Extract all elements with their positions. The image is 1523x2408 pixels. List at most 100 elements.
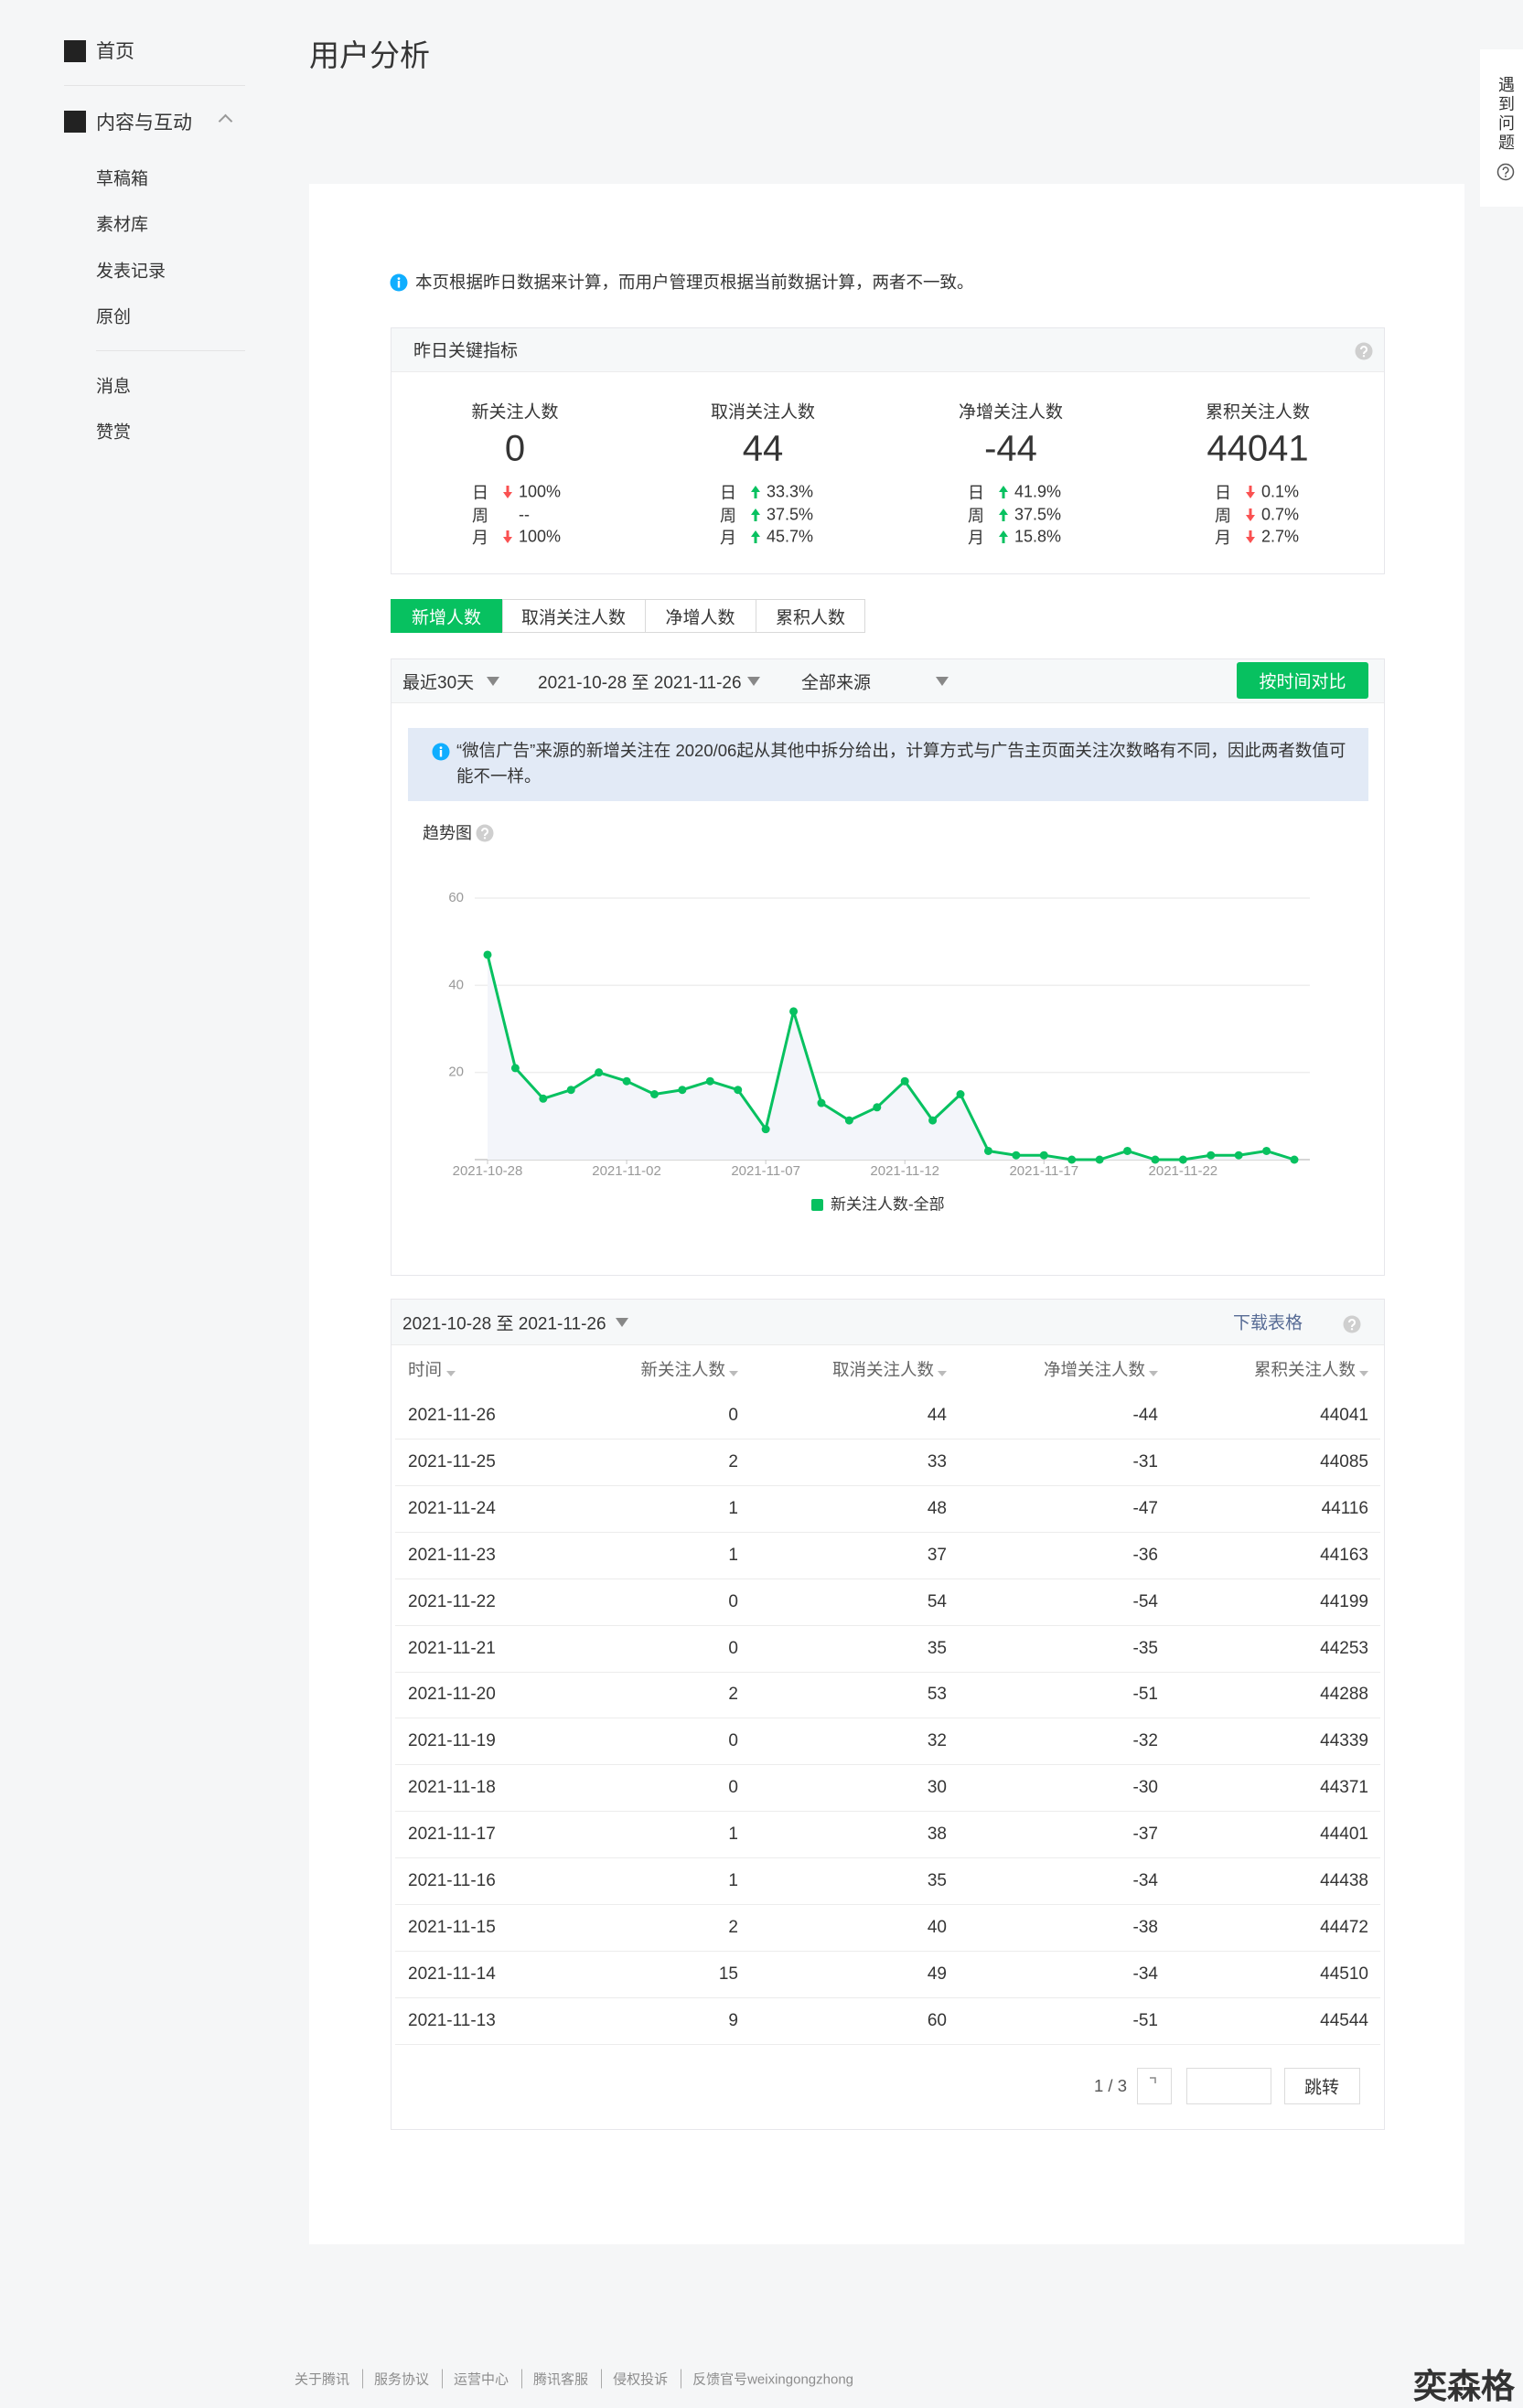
chart-box: [391, 658, 1385, 1276]
metric-label: 累积关注人数: [1205, 402, 1311, 423]
table-cell: 2021-11-17: [408, 1825, 496, 1845]
chart: 20 40 60 2021-10-28 2021-11-02 2021-11-07 2021…: [448, 890, 1310, 1213]
nav-item[interactable]: 消息: [96, 377, 132, 397]
nav-item[interactable]: 发表记录: [96, 262, 166, 282]
dropdown-arrow: [747, 677, 760, 686]
footer-link[interactable]: 关于腾讯: [295, 2371, 350, 2388]
footer-link[interactable]: 侵权投诉: [601, 2369, 668, 2389]
page-input[interactable]: [1186, 2068, 1271, 2104]
footer-link[interactable]: 腾讯客服: [521, 2369, 588, 2389]
column-header[interactable]: 时间: [408, 1360, 443, 1379]
table-cell: -35: [1132, 1638, 1158, 1658]
nav-icon: [64, 111, 86, 133]
table-cell: 2021-11-25: [408, 1451, 496, 1472]
table-cell: 44339: [1320, 1731, 1368, 1751]
metric-period: 日: [720, 484, 736, 502]
filter-range[interactable]: 最近30天: [402, 673, 475, 693]
footer-link[interactable]: 运营中心: [442, 2369, 509, 2389]
table-cell: 2021-11-14: [408, 1964, 496, 1984]
table-cell: 44438: [1320, 1871, 1368, 1890]
table-cell: 9: [728, 2010, 738, 2030]
metric-change: 100%: [519, 527, 562, 546]
table-cell: 35: [927, 1638, 947, 1658]
point: [678, 1086, 687, 1095]
table-cell: 44116: [1321, 1498, 1368, 1518]
table-cell: 1: [728, 1545, 738, 1565]
metric-period: 月: [720, 529, 736, 547]
metric-change: 100%: [519, 482, 562, 501]
tab[interactable]: [756, 599, 865, 633]
table-cell: 32: [927, 1731, 947, 1751]
metric-period: 周: [1215, 506, 1231, 525]
nav-divider: [64, 85, 245, 86]
trend-arrow: [1246, 508, 1255, 521]
jump-button[interactable]: [1284, 2068, 1360, 2104]
download-link[interactable]: 下载表格: [1233, 1313, 1303, 1333]
point: [734, 1086, 743, 1095]
line: [486, 954, 1295, 1161]
tab[interactable]: [645, 599, 756, 633]
row-divider: [395, 1671, 1380, 1673]
table-cell: -32: [1132, 1731, 1158, 1751]
point: [483, 950, 492, 959]
nav-item[interactable]: 素材库: [96, 215, 149, 235]
column-header[interactable]: 新关注人数: [640, 1360, 725, 1379]
filter-dates[interactable]: 2021-10-28 至 2021-11-26: [538, 673, 742, 693]
sort-arrow: [938, 1371, 947, 1376]
table-cell: 38: [927, 1825, 947, 1845]
filter-source[interactable]: 全部来源: [801, 673, 872, 693]
metrics-title: 昨日关键指标: [413, 341, 519, 361]
table-cell: 44085: [1320, 1451, 1368, 1472]
notice: 本页根据昨日数据来计算，而用户管理页根据当前数据计算，两者不一致。: [415, 273, 974, 292]
nav-section[interactable]: 内容与互动: [96, 112, 192, 134]
nav-home[interactable]: 首页: [96, 41, 134, 62]
table-cell: 44163: [1320, 1545, 1368, 1565]
column-header[interactable]: 净增关注人数: [1043, 1360, 1145, 1379]
compare-button[interactable]: [1237, 662, 1368, 699]
info-icon: [432, 743, 450, 761]
metric-period: 月: [968, 529, 984, 547]
help-panel[interactable]: [1480, 49, 1523, 207]
footer-link[interactable]: 反馈官号weixingongzhong: [681, 2369, 853, 2389]
table-cell: 30: [927, 1778, 947, 1798]
area: [488, 954, 1294, 1160]
nav-chevron: [218, 113, 233, 129]
point: [844, 1116, 853, 1125]
x-tick-label: 2021-11-12: [870, 1163, 939, 1179]
table-cell: 2021-11-19: [408, 1731, 496, 1751]
table-cell: -34: [1132, 1964, 1158, 1984]
table-cell: 1: [728, 1498, 738, 1518]
point: [566, 1086, 575, 1095]
table-cell: 2021-11-26: [408, 1406, 496, 1425]
table-cell: 35: [927, 1871, 947, 1890]
prev-button[interactable]: [1137, 2068, 1172, 2104]
footer-link[interactable]: 服务协议: [362, 2369, 429, 2389]
trend-arrow: [503, 486, 512, 498]
row-divider: [395, 1811, 1380, 1813]
trend-arrow: [999, 530, 1008, 543]
metric-period: 日: [472, 484, 488, 502]
metric-period: 周: [472, 506, 488, 525]
point: [761, 1125, 770, 1134]
trend-arrow: [503, 530, 512, 543]
column-header[interactable]: 取消关注人数: [831, 1360, 934, 1379]
nav-item[interactable]: 原创: [96, 307, 132, 327]
point: [928, 1116, 938, 1125]
point: [622, 1076, 631, 1086]
metric-value: 0: [504, 428, 526, 469]
metric-label: 新关注人数: [471, 402, 559, 423]
point: [789, 1007, 799, 1016]
table-cell: 44472: [1320, 1917, 1368, 1937]
y-tick-label: 40: [448, 977, 464, 992]
nav-item[interactable]: 草稿箱: [96, 169, 149, 189]
table-dates[interactable]: 2021-10-28 至 2021-11-26: [402, 1314, 606, 1334]
trend-arrow: [1246, 486, 1255, 498]
metric-change: 37.5%: [1014, 505, 1062, 523]
tab[interactable]: [502, 599, 646, 633]
table-cell: -54: [1132, 1591, 1158, 1611]
nav-item[interactable]: 赞赏: [96, 423, 132, 443]
metric-change: 33.3%: [767, 482, 814, 501]
metric-period: 周: [968, 506, 984, 525]
chart-notice: “微信广告”来源的新增关注在 2020/06起从其他中拆分给出，计算方式与广告主…: [456, 741, 1346, 786]
column-header[interactable]: 累积关注人数: [1253, 1360, 1356, 1379]
